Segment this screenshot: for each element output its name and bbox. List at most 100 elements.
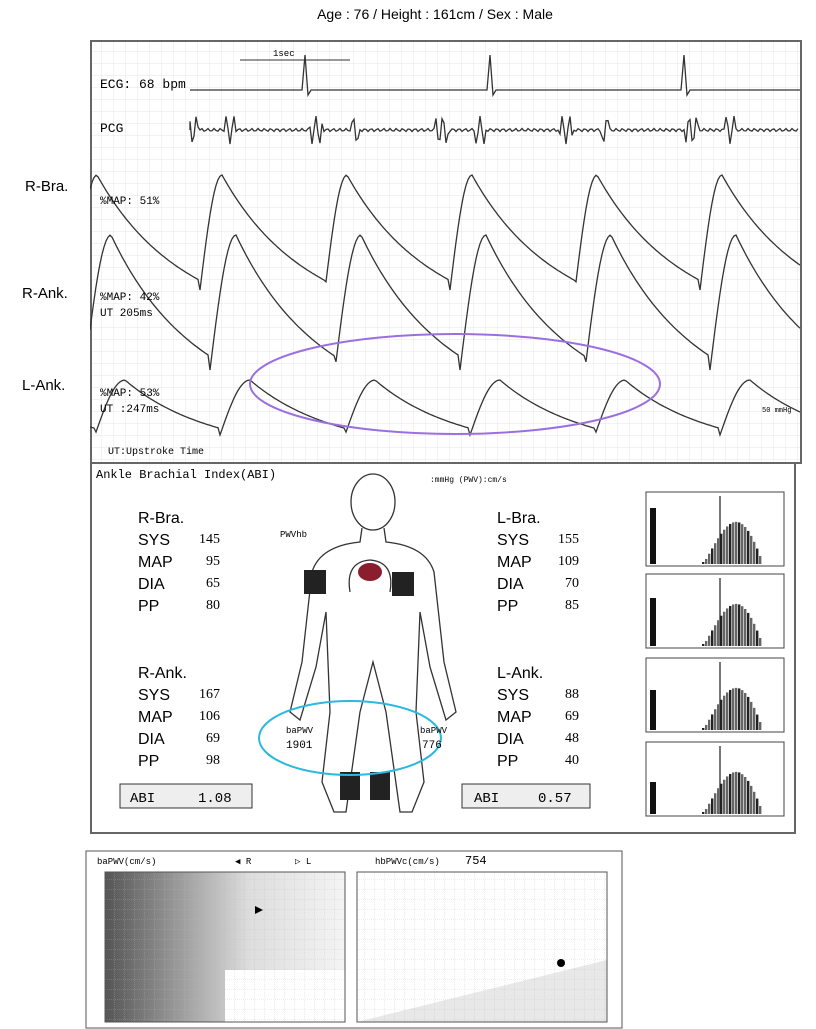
histogram-bar: [744, 527, 746, 564]
scale-label: 1sec: [273, 49, 295, 59]
histogram-bar: [708, 554, 710, 564]
block-value: 69: [543, 709, 579, 725]
histogram-bar: [711, 714, 713, 730]
histogram-bar: [741, 524, 743, 564]
histogram-bar: [741, 606, 743, 646]
side-label: R-Bra.: [25, 178, 68, 195]
abi-l-label: ABI: [474, 791, 499, 807]
right-value: 754: [465, 854, 487, 868]
block-key: MAP: [497, 554, 532, 572]
title: Age : 76 / Height : 161cm / Sex : Male: [0, 6, 816, 22]
histogram-bar: [714, 543, 716, 564]
block-key: MAP: [138, 554, 173, 572]
histogram-bar: [741, 774, 743, 814]
left-title: baPWV(cm/s): [97, 857, 156, 867]
histogram-bar: [732, 604, 734, 646]
histogram-bar: [717, 788, 719, 814]
block-name: R-Bra.: [138, 510, 184, 528]
footnote: UT:Upstroke Time: [108, 446, 204, 458]
histogram-bar: [732, 772, 734, 814]
histogram-bar: [753, 542, 755, 564]
block-name: L-Bra.: [497, 510, 541, 528]
histogram-bar: [756, 715, 758, 730]
histogram-bar: [750, 618, 752, 646]
histogram-bar: [747, 613, 749, 646]
histogram-bar: [729, 524, 731, 564]
block-value: 48: [543, 731, 579, 747]
histogram-bar: [759, 722, 761, 730]
units: :mmHg (PWV):cm/s: [430, 476, 507, 485]
ecg-label: ECG: 68 bpm: [100, 77, 186, 92]
abi-r-value: 1.08: [198, 791, 232, 807]
abi-panel: Ankle Brachial Index(ABI) :mmHg (PWV):cm…: [90, 462, 796, 834]
bapwv-l-value: 776: [422, 740, 442, 752]
histogram-bar: [650, 508, 656, 564]
histogram-bar: [720, 784, 722, 814]
block-value: 106: [184, 709, 220, 725]
histogram-bar: [747, 781, 749, 814]
histogram-bar: [720, 700, 722, 730]
right-title: hbPWVc(cm/s): [375, 857, 440, 867]
histogram-bar: [720, 534, 722, 564]
histogram-bar: [732, 522, 734, 564]
histogram-bar: [723, 612, 725, 646]
histogram-bar: [650, 690, 656, 730]
histogram-bar: [714, 793, 716, 814]
block-value: 40: [543, 753, 579, 769]
histogram-bar: [738, 688, 740, 730]
block-value: 145: [184, 532, 220, 548]
histogram-bar: [753, 624, 755, 646]
histogram-bar: [735, 522, 737, 564]
block-value: 95: [184, 554, 220, 570]
histogram-bar: [726, 692, 728, 730]
legend-entry: ◀ R: [235, 857, 252, 867]
report: Age : 76 / Height : 161cm / Sex : Male R…: [0, 0, 816, 1029]
lank-ut: UT :247ms: [100, 404, 159, 416]
block-value: 98: [184, 753, 220, 769]
histogram-bar: [708, 636, 710, 646]
histogram-bar: [759, 638, 761, 646]
histogram-bar: [705, 809, 707, 814]
block-key: SYS: [497, 687, 529, 705]
histogram-bar: [705, 559, 707, 564]
block-value: 167: [184, 687, 220, 703]
histogram-bar: [714, 709, 716, 730]
histogram-bar: [650, 782, 656, 814]
histogram-bar: [717, 538, 719, 564]
block-value: 80: [184, 598, 220, 614]
histogram-bar: [705, 641, 707, 646]
histogram-bar: [753, 792, 755, 814]
lank-map: %MAP: 53%: [100, 388, 160, 400]
histogram-bar: [735, 604, 737, 646]
histogram-bar: [744, 777, 746, 814]
bapwv-r-value: 1901: [286, 740, 313, 752]
abi-title: Ankle Brachial Index(ABI): [96, 468, 276, 482]
histogram-bar: [735, 772, 737, 814]
block-value: 69: [184, 731, 220, 747]
block-key: MAP: [138, 709, 173, 727]
block-value: 109: [543, 554, 579, 570]
block-key: DIA: [138, 731, 165, 749]
block-key: MAP: [497, 709, 532, 727]
histogram-bar: [726, 526, 728, 564]
block-value: 85: [543, 598, 579, 614]
block-value: 70: [543, 576, 579, 592]
bapwv-l-label: baPWV: [420, 726, 448, 736]
histogram-bar: [732, 688, 734, 730]
histogram-bar: [717, 620, 719, 646]
histogram-bar: [714, 625, 716, 646]
histogram-bar: [756, 631, 758, 646]
histogram-bar: [702, 728, 704, 730]
histogram-bar: [711, 548, 713, 564]
block-key: PP: [138, 598, 159, 616]
abi-l-value: 0.57: [538, 791, 572, 807]
abi-r-label: ABI: [130, 791, 155, 807]
pcg-label: PCG: [100, 121, 123, 136]
histogram-bar: [723, 780, 725, 814]
histogram-bar: [729, 774, 731, 814]
histogram-bar: [729, 690, 731, 730]
histogram-bar: [744, 609, 746, 646]
histogram-bar: [705, 725, 707, 730]
block-name: L-Ank.: [497, 665, 543, 683]
histogram-bar: [741, 690, 743, 730]
